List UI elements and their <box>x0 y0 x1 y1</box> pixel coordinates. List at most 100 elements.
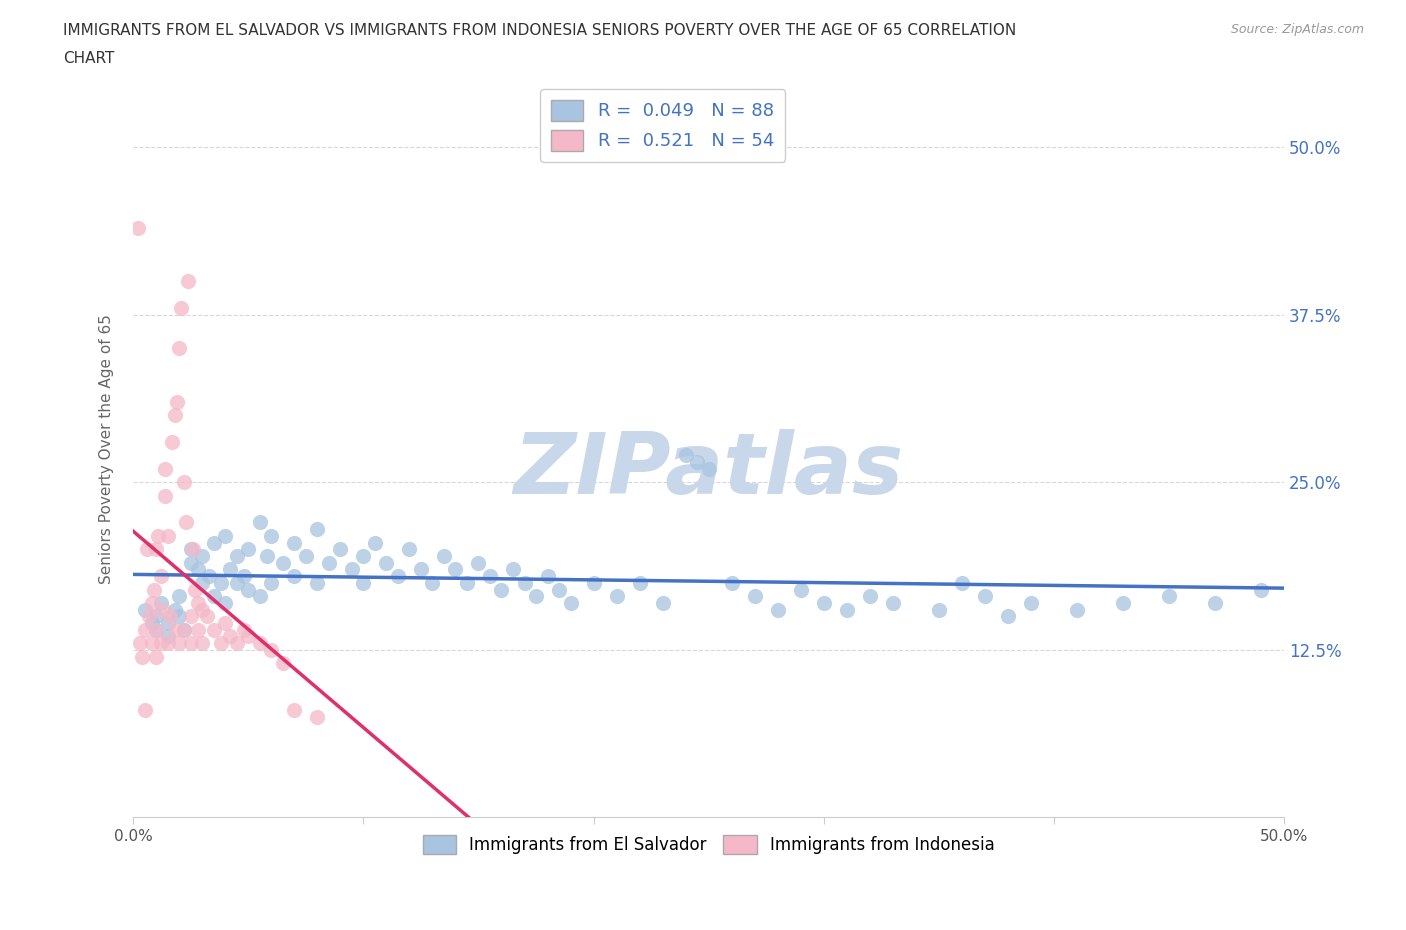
Point <box>502 562 524 577</box>
Point <box>238 629 260 644</box>
Point <box>170 300 193 315</box>
Text: ZIPatlas: ZIPatlas <box>513 430 904 512</box>
Point <box>191 636 214 651</box>
Point <box>218 562 240 577</box>
Point <box>882 595 904 610</box>
Point <box>364 535 387 550</box>
Point <box>138 609 160 624</box>
Point <box>214 616 236 631</box>
Point <box>191 603 214 618</box>
Point <box>187 595 209 610</box>
Point <box>513 576 536 591</box>
Point <box>145 542 167 557</box>
Point <box>187 562 209 577</box>
Point <box>191 549 214 564</box>
Point <box>283 568 305 583</box>
Point <box>225 576 247 591</box>
Point <box>156 528 179 543</box>
Point <box>928 603 950 618</box>
Point <box>134 622 156 637</box>
Point <box>184 582 207 597</box>
Point <box>249 636 271 651</box>
Point <box>163 622 186 637</box>
Point <box>127 220 149 235</box>
Point <box>271 555 294 570</box>
Point <box>997 609 1019 624</box>
Point <box>135 542 157 557</box>
Point <box>167 589 190 604</box>
Text: CHART: CHART <box>63 51 115 66</box>
Point <box>145 622 167 637</box>
Point <box>173 622 195 637</box>
Text: Source: ZipAtlas.com: Source: ZipAtlas.com <box>1230 23 1364 36</box>
Point <box>859 589 882 604</box>
Point <box>202 622 225 637</box>
Point <box>142 582 165 597</box>
Point <box>232 622 254 637</box>
Point <box>398 542 420 557</box>
Point <box>238 542 260 557</box>
Point <box>433 549 456 564</box>
Point <box>628 576 651 591</box>
Point <box>271 656 294 671</box>
Point <box>606 589 628 604</box>
Point <box>1204 595 1226 610</box>
Point <box>145 622 167 637</box>
Point <box>198 568 221 583</box>
Point <box>478 568 501 583</box>
Point <box>318 555 340 570</box>
Point <box>163 603 186 618</box>
Point <box>149 595 172 610</box>
Point <box>180 636 202 651</box>
Point <box>375 555 398 570</box>
Point <box>835 603 858 618</box>
Y-axis label: Seniors Poverty Over the Age of 65: Seniors Poverty Over the Age of 65 <box>100 313 114 584</box>
Point <box>790 582 813 597</box>
Point <box>444 562 467 577</box>
Point <box>129 636 152 651</box>
Point <box>149 636 172 651</box>
Point <box>249 515 271 530</box>
Point <box>167 636 190 651</box>
Point <box>697 461 720 476</box>
Point <box>813 595 835 610</box>
Point <box>232 568 254 583</box>
Legend: Immigrants from El Salvador, Immigrants from Indonesia: Immigrants from El Salvador, Immigrants … <box>416 828 1001 860</box>
Point <box>145 609 167 624</box>
Point <box>214 528 236 543</box>
Point <box>524 589 547 604</box>
Point <box>141 595 163 610</box>
Point <box>307 710 329 724</box>
Point <box>582 576 605 591</box>
Point <box>1066 603 1088 618</box>
Point <box>744 589 766 604</box>
Point <box>181 542 204 557</box>
Point <box>294 549 316 564</box>
Text: IMMIGRANTS FROM EL SALVADOR VS IMMIGRANTS FROM INDONESIA SENIORS POVERTY OVER TH: IMMIGRANTS FROM EL SALVADOR VS IMMIGRANT… <box>63 23 1017 38</box>
Point <box>720 576 742 591</box>
Point <box>387 568 409 583</box>
Point <box>307 576 329 591</box>
Point <box>225 549 247 564</box>
Point <box>177 273 200 288</box>
Point <box>155 461 177 476</box>
Point <box>173 475 195 490</box>
Point <box>187 622 209 637</box>
Point <box>131 649 153 664</box>
Point <box>283 535 305 550</box>
Point <box>560 595 582 610</box>
Point <box>195 609 218 624</box>
Point <box>1112 595 1135 610</box>
Point <box>422 576 444 591</box>
Point <box>209 576 232 591</box>
Point <box>260 528 283 543</box>
Point <box>651 595 673 610</box>
Point <box>1159 589 1181 604</box>
Point <box>155 488 177 503</box>
Point <box>180 555 202 570</box>
Point <box>260 576 283 591</box>
Point <box>166 394 188 409</box>
Point <box>180 609 202 624</box>
Point <box>174 515 197 530</box>
Point <box>167 609 190 624</box>
